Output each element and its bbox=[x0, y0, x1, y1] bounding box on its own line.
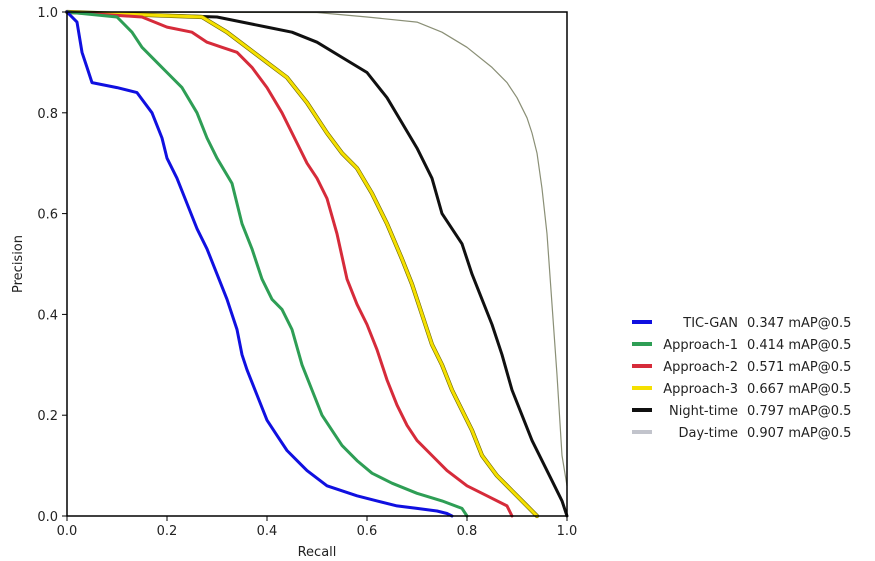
series-line-day-time bbox=[66, 11, 568, 487]
y-tick-label: 0.6 bbox=[37, 208, 58, 223]
legend: TIC-GAN 0.347 mAP@0.5 Approach-1 0.414 mAP@… bbox=[632, 316, 851, 441]
y-tick-label: 0.0 bbox=[37, 510, 58, 525]
legend-label: TIC-GAN bbox=[682, 316, 738, 331]
x-axis-ticks: 0.0 0.2 0.4 0.6 0.8 1.0 bbox=[57, 516, 578, 539]
x-tick-label: 0.8 bbox=[457, 524, 478, 539]
legend-score: 0.797 mAP@0.5 bbox=[747, 404, 851, 419]
series-line-approach-1 bbox=[65, 10, 469, 518]
y-axis-label: Precision bbox=[11, 235, 26, 293]
x-axis-label: Recall bbox=[298, 545, 337, 560]
legend-score: 0.414 mAP@0.5 bbox=[747, 338, 851, 353]
x-tick-label: 0.0 bbox=[57, 524, 78, 539]
legend-label: Approach-3 bbox=[663, 382, 738, 397]
legend-label: Approach-1 bbox=[663, 338, 738, 353]
legend-score: 0.347 mAP@0.5 bbox=[747, 316, 851, 331]
y-tick-label: 0.8 bbox=[37, 107, 58, 122]
plot-frame bbox=[66, 11, 568, 517]
x-tick-label: 0.6 bbox=[357, 524, 378, 539]
series-line-approach-2 bbox=[65, 10, 514, 518]
legend-score: 0.907 mAP@0.5 bbox=[747, 426, 851, 441]
x-tick-label: 0.4 bbox=[257, 524, 278, 539]
y-axis-ticks: 0.0 0.2 0.4 0.6 0.8 1.0 bbox=[37, 6, 67, 525]
y-tick-label: 0.4 bbox=[37, 308, 58, 323]
series-line-tic-gan bbox=[65, 10, 454, 518]
curves-layer bbox=[64, 9, 569, 519]
legend-label: Approach-2 bbox=[663, 360, 738, 375]
series-line-outline-approach-3 bbox=[64, 9, 540, 519]
series-line-approach-3 bbox=[65, 10, 539, 518]
legend-score: 0.571 mAP@0.5 bbox=[747, 360, 851, 375]
legend-label: Day-time bbox=[678, 426, 738, 441]
y-tick-label: 0.2 bbox=[37, 409, 58, 424]
series-line-night-time bbox=[65, 10, 569, 518]
y-tick-label: 1.0 bbox=[37, 6, 58, 21]
x-tick-label: 0.2 bbox=[157, 524, 178, 539]
legend-label: Night-time bbox=[669, 404, 738, 419]
legend-score: 0.667 mAP@0.5 bbox=[747, 382, 851, 397]
x-tick-label: 1.0 bbox=[557, 524, 578, 539]
